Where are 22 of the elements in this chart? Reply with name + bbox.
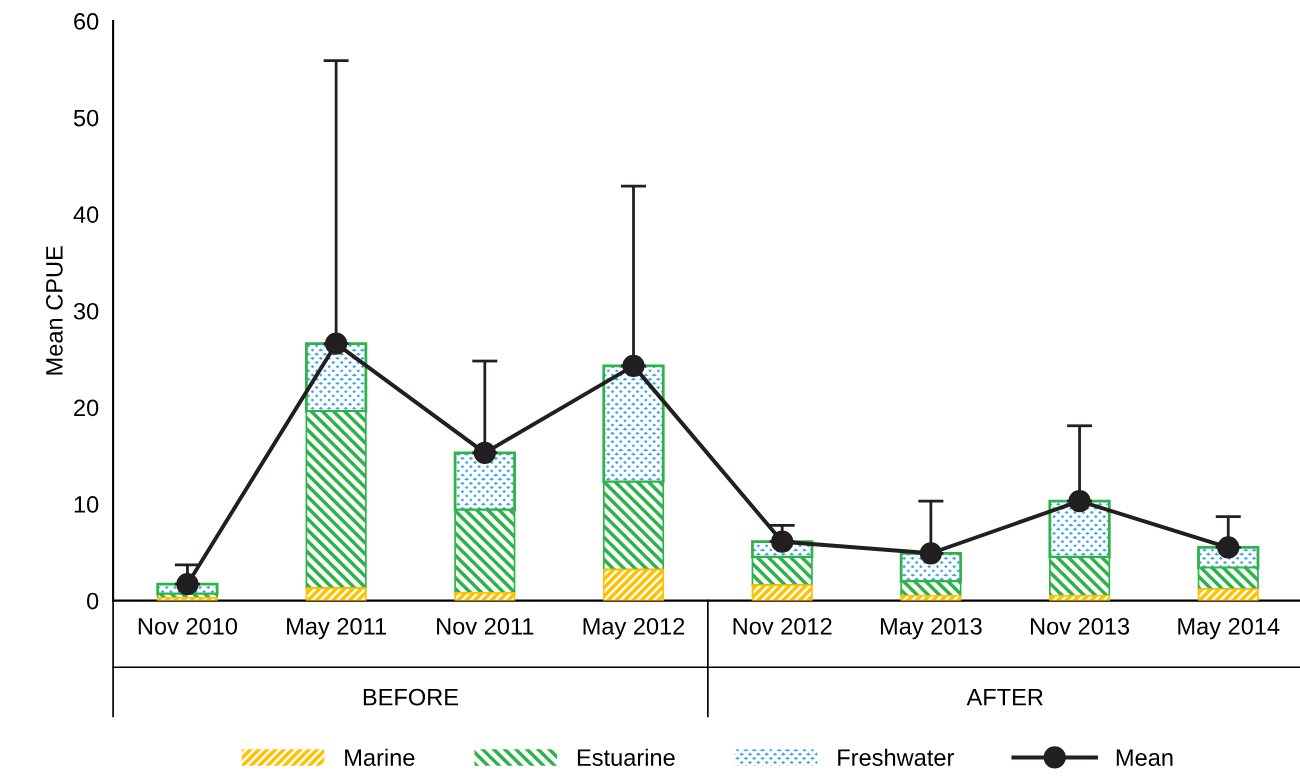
y-tick-label: 20 bbox=[74, 399, 99, 417]
y-tick-label: 30 bbox=[73, 302, 99, 320]
y-tick-label: 50 bbox=[73, 109, 99, 127]
legend-label: Estuarine bbox=[577, 748, 675, 766]
x-tick-label: May 2012 bbox=[583, 617, 685, 640]
legend-label: Mean bbox=[1116, 749, 1173, 766]
text: BEFORE bbox=[363, 688, 458, 706]
x-tick-label: Nov 2013 bbox=[1030, 617, 1130, 635]
y-tick-label: 10 bbox=[74, 496, 99, 513]
y-axis-title: Mean CPUE bbox=[46, 246, 63, 375]
x-tick-label: May 2013 bbox=[880, 617, 982, 640]
y-tick-label: 40 bbox=[73, 206, 99, 223]
x-tick-label: May 2011 bbox=[287, 617, 386, 640]
x-tick-label: Nov 2012 bbox=[733, 617, 832, 635]
x-tick-label: Nov 2011 bbox=[437, 617, 534, 635]
legend-label: Marine bbox=[345, 748, 415, 766]
x-tick-label: Nov 2010 bbox=[138, 617, 238, 635]
text: AFTER bbox=[966, 689, 1043, 706]
y-tick-label: 60 bbox=[74, 13, 99, 30]
legend-label: Freshwater bbox=[838, 748, 954, 766]
y-tick-label: 0 bbox=[87, 592, 99, 610]
x-tick-label: May 2014 bbox=[1178, 617, 1280, 640]
